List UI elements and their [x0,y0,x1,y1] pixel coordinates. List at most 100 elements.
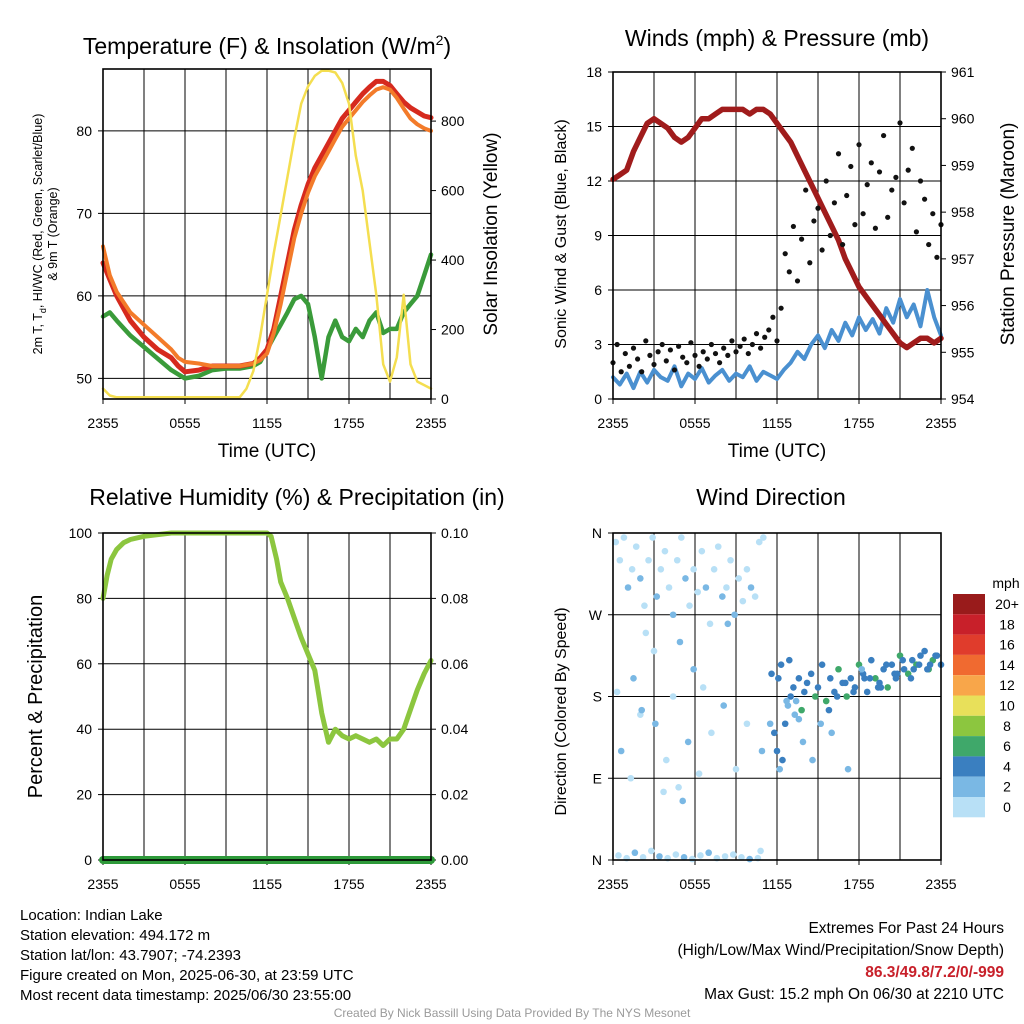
elevation-text: Station elevation: 494.172 m [20,927,211,944]
wind-direction-point [727,556,734,564]
wind-direction-point [631,849,639,857]
wind-direction-point [714,543,722,550]
wind-direction-point [751,593,759,600]
wind-direction-point [760,534,767,541]
y2-tick-label: 800 [441,113,465,129]
extremes-title: Extremes For Past 24 Hours [808,920,1004,937]
gust-point [639,369,645,375]
colorbar-label: 10 [999,698,1015,714]
latlon-text: Station lat/lon: 43.7907; -74.2393 [20,947,242,964]
wind-direction-point [679,797,686,805]
gust-point [614,341,620,348]
colorbar-swatch [953,594,985,615]
wind-direction-point [694,588,702,596]
wind-direction-point [620,534,628,541]
wind-direction-point [639,853,647,861]
y-tick-label: 0 [84,852,92,868]
chart-title: Wind Direction [696,484,846,510]
wind-direction-point [776,765,784,773]
panel-3: 0 20 40 60 80 100 0.00 0.02 0.04 0.06 0.08 0.10 2355… [25,484,505,892]
wind-direction-point [921,647,928,655]
wind-direction-point [917,652,924,659]
x-tick-label: 1755 [843,415,874,431]
wind-direction-point [676,638,684,646]
y2-tick-label: 0.10 [441,525,468,541]
gust-point [692,352,698,358]
gust-point [864,182,870,188]
y-tick-label: W [589,607,603,623]
gust-point [618,369,624,375]
gust-point [885,214,891,220]
gust-point [688,340,694,346]
y2-tick-label: 0.08 [441,590,468,606]
wind-direction-point [866,675,874,682]
y2-axis-label: Solar Insolation (Yellow) [481,132,502,335]
colorbar-swatch [953,634,985,655]
y-tick-label: 12 [586,173,602,189]
gust-point [770,314,776,320]
wind-direction-point [708,729,715,737]
gust-point [889,187,895,193]
gust-point [835,151,842,157]
wind-direction-point [627,774,635,782]
colorbar-label: 0 [1003,799,1011,815]
y2-tick-label: 0.00 [441,852,468,868]
gust-point [741,336,747,342]
wind-direction-point [817,720,825,728]
wind-direction-point [803,679,811,687]
wind-direction-point [630,675,637,682]
wind-direction-point [791,711,799,718]
wind-direction-point [675,784,682,791]
wind-direction-point [652,720,659,728]
wind-direction-point [743,720,751,728]
gust-point [876,169,883,175]
y-axis-label: 2m T, Td, HI/WC (Red, Green, Scarlet/Blu… [31,114,48,355]
wind-direction-point [783,697,790,705]
y2-tick-label: 0.04 [441,721,468,737]
gust-point [721,345,727,351]
wind-direction-point [768,670,775,678]
wind-direction-point [773,747,781,755]
y-tick-label: 70 [76,205,92,221]
wind-direction-point [665,584,673,591]
gust-point [647,352,653,358]
plot-frame [612,532,942,861]
colorbar-swatch [953,614,985,635]
y-tick-label: 100 [69,525,93,541]
x-tick-label: 0555 [169,415,200,431]
gust-point [680,354,686,360]
wind-direction-point [786,656,793,664]
colorbar-swatch [953,736,985,757]
wind-direction-point [669,611,677,619]
wind-direction-point [615,852,622,859]
wind-direction-point [833,693,841,700]
nine-meter-temp-series-line [101,85,433,368]
max-gust-text: Max Gust: 15.2 mph On 06/30 at 2210 UTC [704,986,1004,1003]
wind-direction-point [663,756,670,764]
gust-point [725,352,731,358]
wind-direction-point [682,575,689,582]
y-tick-label: 3 [594,337,602,353]
wind-direction-point [632,543,640,550]
wind-direction-point [868,656,875,664]
chart-title-close: ) [443,33,451,59]
wind-direction-point [695,770,703,778]
dewpoint-series-line [100,252,434,381]
wind-direction-point [781,720,789,728]
x-tick-label: 1755 [843,876,874,892]
colorbar-label: 18 [999,616,1015,632]
gust-point [897,120,903,126]
gust-point [831,200,838,206]
wind-direction-point [743,566,751,573]
wind-direction-point [690,566,697,573]
colorbar-label: 6 [1003,738,1011,754]
wind-direction-point [657,566,665,573]
chart-title: Winds (mph) & Pressure (mb) [625,25,929,51]
gust-point [934,254,940,260]
y-tick-label: 15 [586,119,602,135]
gust-point [782,251,788,257]
colorbar-label: 8 [1003,718,1011,734]
wind-direction-point [790,684,797,691]
y-tick-label: 18 [586,64,602,80]
x-tick-label: 2355 [925,415,956,431]
